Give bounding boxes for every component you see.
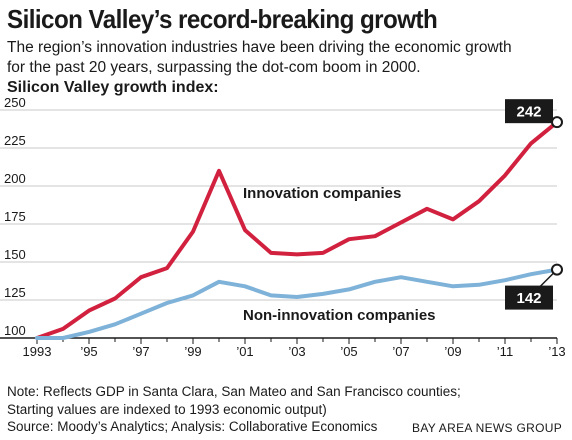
index-label: Silicon Valley growth index:	[7, 79, 219, 96]
x-tick-label-2001: ’01	[236, 344, 253, 359]
y-tick-label-200: 200	[4, 171, 26, 186]
x-tick-label-2013: ’13	[548, 344, 565, 359]
series-label-innovation: Innovation companies	[243, 185, 401, 202]
x-axis: 1993 ’95 ’97 ’99 ’01 ’03 ’05 ’07 ’09 ’11 ’13	[0, 337, 566, 359]
y-tick-label-225: 225	[4, 133, 26, 148]
x-tick-label-1995: ’95	[80, 344, 97, 359]
x-tick-label-2007: ’07	[392, 344, 409, 359]
footnote-line-2: Starting values are indexed to 1993 econ…	[7, 402, 327, 417]
x-tick-label-2005: ’05	[340, 344, 357, 359]
callout-box-1	[505, 285, 553, 310]
y-tick-label-175: 175	[4, 209, 26, 224]
footnote-line-1: Note: Reflects GDP in Santa Clara, San M…	[7, 384, 461, 399]
x-tick-label-1997: ’97	[132, 344, 149, 359]
x-tick-label-1999: ’99	[184, 344, 201, 359]
callout-marker-1	[551, 263, 563, 276]
x-tick-label-2003: ’03	[288, 344, 305, 359]
callout-label-1: 142	[516, 290, 541, 307]
credit-line: BAY AREA NEWS GROUP	[412, 421, 562, 435]
line-chart: 100 125 150 175 200 225 250 1993 ’95 ’97 ’99 ’01 ’0…	[0, 95, 566, 359]
subtitle-line-2: for the past 20 years, surpassing the do…	[7, 59, 421, 76]
y-tick-label-150: 150	[4, 247, 26, 262]
callout-box-0	[505, 99, 553, 124]
callout-marker-0	[551, 116, 563, 129]
chart-title: Silicon Valley’s record-breaking growth	[7, 4, 438, 34]
chart-subtitle: The region’s innovation industries have …	[7, 38, 567, 78]
x-tick-label-2009: ’09	[444, 344, 461, 359]
subtitle-line-1: The region’s innovation industries have …	[7, 39, 512, 56]
x-tick-label-1993: 1993	[23, 344, 52, 359]
series-label-non-innovation: Non-innovation companies	[243, 307, 436, 324]
grid-lines	[0, 109, 557, 301]
series-lines	[35, 120, 559, 340]
y-axis-ticks: 100 125 150 175 200 225 250	[4, 95, 26, 338]
y-tick-label-250: 250	[4, 95, 26, 110]
value-callouts: 242 142	[505, 99, 563, 310]
footnote: Note: Reflects GDP in Santa Clara, San M…	[7, 383, 461, 419]
series-line-0	[35, 120, 559, 340]
y-tick-label-125: 125	[4, 285, 26, 300]
y-tick-label-100: 100	[4, 323, 26, 338]
source-line: Source: Moody’s Analytics; Analysis: Col…	[7, 419, 378, 434]
series-line-1	[35, 267, 559, 340]
callout-label-0: 242	[516, 104, 541, 121]
x-tick-label-2011: ’11	[497, 344, 513, 359]
